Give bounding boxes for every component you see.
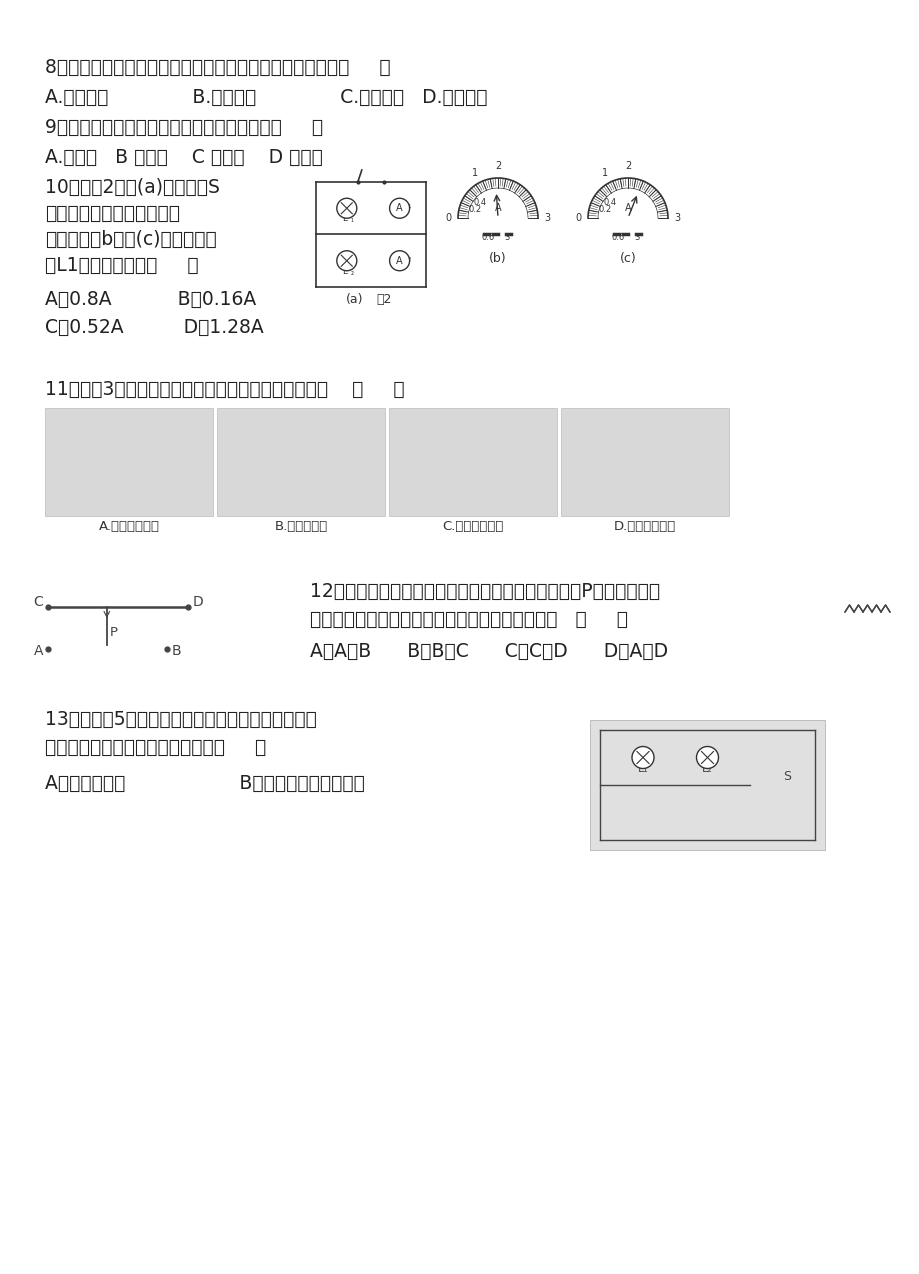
Text: 分别由图（b）、(c)读得，则电: 分别由图（b）、(c)读得，则电 xyxy=(45,231,217,248)
Text: 3: 3 xyxy=(504,233,509,242)
Text: A: A xyxy=(396,256,403,266)
Text: A: A xyxy=(624,203,630,213)
Text: 13、在如图5所示的电路中，闭合开关，一灯较亮，: 13、在如图5所示的电路中，闭合开关，一灯较亮， xyxy=(45,710,316,729)
Text: 图2: 图2 xyxy=(377,293,391,306)
Text: (a): (a) xyxy=(346,293,363,306)
Text: L: L xyxy=(342,214,347,223)
Text: C.湿毛巾擦灯泡: C.湿毛巾擦灯泡 xyxy=(442,520,503,533)
Text: A.电线上晶衣服: A.电线上晶衣服 xyxy=(98,520,159,533)
Text: ₂: ₂ xyxy=(350,268,354,276)
Text: A: A xyxy=(396,204,403,213)
Circle shape xyxy=(389,199,409,218)
Text: S: S xyxy=(782,769,790,784)
Text: 0.4: 0.4 xyxy=(602,197,616,208)
Text: 3: 3 xyxy=(633,233,639,242)
Text: 0.6: 0.6 xyxy=(611,233,624,242)
Text: 0: 0 xyxy=(575,213,582,223)
Text: (c): (c) xyxy=(619,252,636,265)
Text: A: A xyxy=(33,643,43,657)
Text: 一灯较暗，则下列说法正确的是：（     ）: 一灯较暗，则下列说法正确的是：（ ） xyxy=(45,738,266,757)
Text: 8、汽油机工作的四个冲程中，将内能转化为机械能的是：（     ）: 8、汽油机工作的四个冲程中，将内能转化为机械能的是：（ ） xyxy=(45,59,391,76)
Text: A、A和B      B、B和C      C、C和D      D、A和D: A、A和B B、B和C C、C和D D、A和D xyxy=(310,642,667,661)
FancyBboxPatch shape xyxy=(561,408,728,516)
Circle shape xyxy=(389,251,409,271)
FancyBboxPatch shape xyxy=(45,408,213,516)
Text: A、0.8A           B〖0.16A: A、0.8A B〖0.16A xyxy=(45,290,256,310)
Text: L₂: L₂ xyxy=(701,764,712,775)
Text: B: B xyxy=(172,643,181,657)
FancyBboxPatch shape xyxy=(389,408,556,516)
Text: D: D xyxy=(193,595,203,609)
Text: L₁: L₁ xyxy=(637,764,648,775)
Text: D.测电笔的使用: D.测电笔的使用 xyxy=(613,520,675,533)
Text: 9、在下列仪器中，能检验物体是否带电的是（     ）: 9、在下列仪器中，能检验物体是否带电的是（ ） xyxy=(45,118,323,138)
Text: 0.2: 0.2 xyxy=(469,205,482,214)
Text: 11、如图3所示的四种做法中，符合安全用电要求的是    （     ）: 11、如图3所示的四种做法中，符合安全用电要求的是 （ ） xyxy=(45,380,404,399)
Text: ₁: ₁ xyxy=(350,215,354,224)
Text: 3: 3 xyxy=(674,213,679,223)
Text: A: A xyxy=(494,203,501,213)
Text: A.吸气冲程              B.压缩冲程              C.做功冲程   D.排气冲程: A.吸气冲程 B.压缩冲程 C.做功冲程 D.排气冲程 xyxy=(45,88,487,107)
Text: 2: 2 xyxy=(624,161,630,171)
Text: 灯L1中的电流是：（     ）: 灯L1中的电流是：（ ） xyxy=(45,256,199,275)
Text: A、电流一样大                   B、较暗的灯中电流较大: A、电流一样大 B、较暗的灯中电流较大 xyxy=(45,775,365,792)
Text: P: P xyxy=(109,626,118,638)
Text: C: C xyxy=(33,595,43,609)
Text: C〖0.52A          D〖1.28A: C〖0.52A D〖1.28A xyxy=(45,318,264,338)
Text: 0.6: 0.6 xyxy=(481,233,494,242)
Text: 0.4: 0.4 xyxy=(472,197,485,208)
Text: 0: 0 xyxy=(446,213,451,223)
Circle shape xyxy=(696,747,718,768)
Circle shape xyxy=(631,747,653,768)
Text: 1: 1 xyxy=(471,168,478,178)
Text: 闭合时，两只电流表的示数: 闭合时，两只电流表的示数 xyxy=(45,204,180,223)
Text: 10、如图2所示(a)，当开关S: 10、如图2所示(a)，当开关S xyxy=(45,178,220,197)
Text: (b): (b) xyxy=(489,252,506,265)
Circle shape xyxy=(336,251,357,271)
Text: ₁: ₁ xyxy=(407,201,411,210)
Text: A.电压表   B 电流表    C 电能表    D 验电器: A.电压表 B 电流表 C 电能表 D 验电器 xyxy=(45,148,323,167)
FancyBboxPatch shape xyxy=(589,720,824,850)
Text: L: L xyxy=(342,266,347,275)
FancyBboxPatch shape xyxy=(217,408,384,516)
Text: 3: 3 xyxy=(543,213,550,223)
Text: 1: 1 xyxy=(601,168,607,178)
Text: 12、滑动变阔器的两个接线柱接到电路中，要求滑片P向右移动时，: 12、滑动变阔器的两个接线柱接到电路中，要求滑片P向右移动时， xyxy=(310,582,660,601)
Text: 0.2: 0.2 xyxy=(598,205,611,214)
Text: 接入电路中的电阔逐渐变小，连入电路的接线柱是   （     ）: 接入电路中的电阔逐渐变小，连入电路的接线柱是 （ ） xyxy=(310,610,628,629)
Text: ₂: ₂ xyxy=(407,254,411,262)
Text: 2: 2 xyxy=(494,161,501,171)
Circle shape xyxy=(336,199,357,218)
Text: B.湿手按开关: B.湿手按开关 xyxy=(274,520,327,533)
